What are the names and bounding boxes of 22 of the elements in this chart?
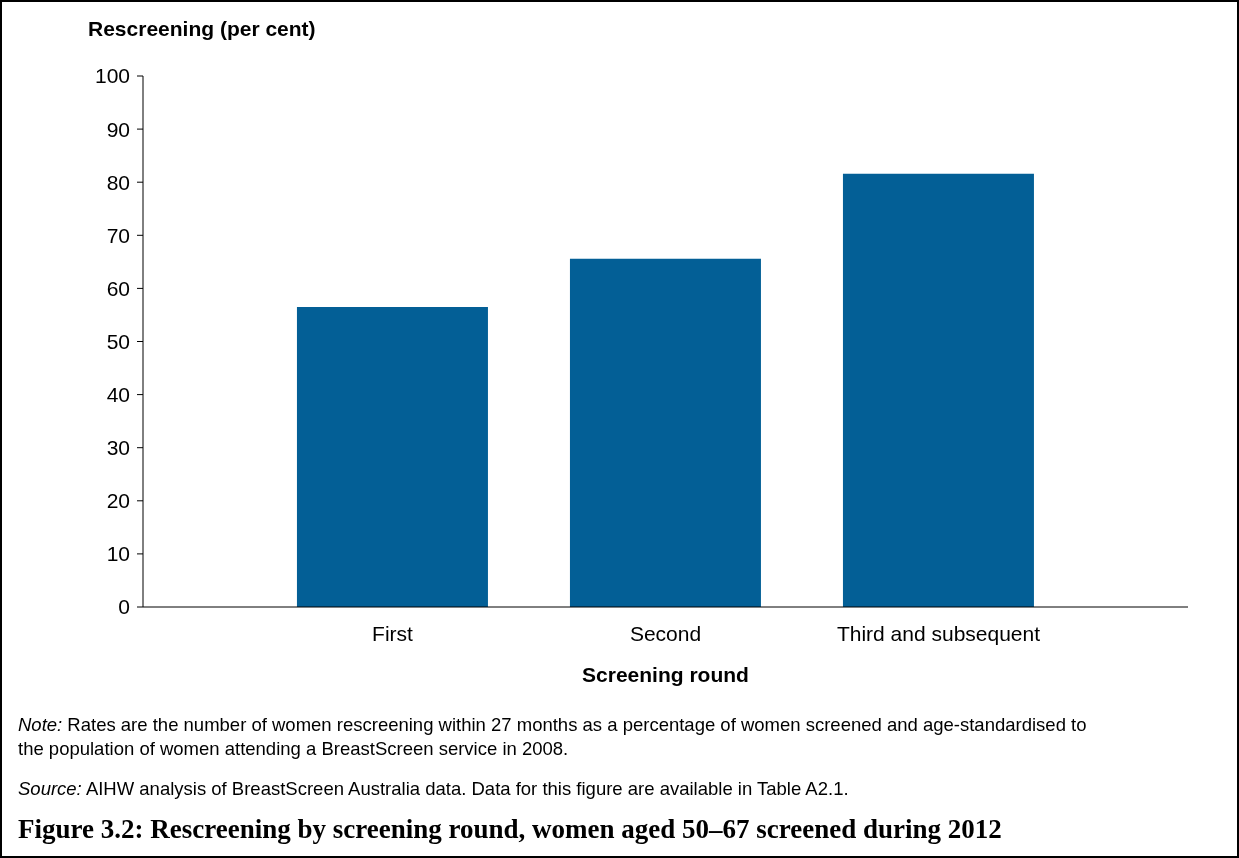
y-tick-label: 100 xyxy=(94,64,130,88)
text: Figure 3.2: Rescreening by screening round, women aged 50–67 screened during 2012 xyxy=(18,814,1002,845)
y-axis-title: Rescreening (per cent) xyxy=(88,17,316,41)
bar xyxy=(569,258,761,607)
y-tick-label: 10 xyxy=(106,542,130,566)
y-tick-label: 50 xyxy=(106,329,130,353)
y-tick-label: 40 xyxy=(106,383,130,407)
text: Note: Rates are the number of women rescreening within 27 months as a percentage of women screened and age-standardised to the population of women attending a BreastScreen service in 2008. xyxy=(18,714,1087,759)
bar xyxy=(296,306,488,607)
y-tick-label: 20 xyxy=(106,489,130,513)
y-tick-label: 70 xyxy=(106,223,130,247)
x-tick-label: First xyxy=(372,621,414,645)
x-axis-title: Screening round xyxy=(581,663,750,687)
y-tick-label: 90 xyxy=(106,117,130,141)
bar xyxy=(842,173,1034,607)
x-tick-label: Third and subsequent xyxy=(836,621,1041,645)
source-note: Source: AIHW analysis of BreastScreen Australia data. Data for this figure are available in Table A2.1. xyxy=(18,778,849,799)
y-tick-label: 0 xyxy=(118,595,130,619)
y-tick-label: 80 xyxy=(106,170,130,194)
y-tick-label: 60 xyxy=(106,276,130,300)
y-tick-label: 30 xyxy=(106,436,130,460)
x-tick-label: Second xyxy=(629,621,702,645)
